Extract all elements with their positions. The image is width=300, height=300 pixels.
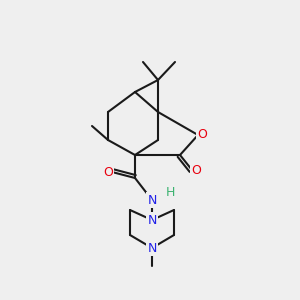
Text: N: N <box>147 242 157 254</box>
Text: O: O <box>191 164 201 176</box>
Text: N: N <box>147 194 157 206</box>
Text: O: O <box>197 128 207 142</box>
Text: H: H <box>165 185 175 199</box>
Text: N: N <box>147 214 157 226</box>
Text: O: O <box>103 166 113 178</box>
